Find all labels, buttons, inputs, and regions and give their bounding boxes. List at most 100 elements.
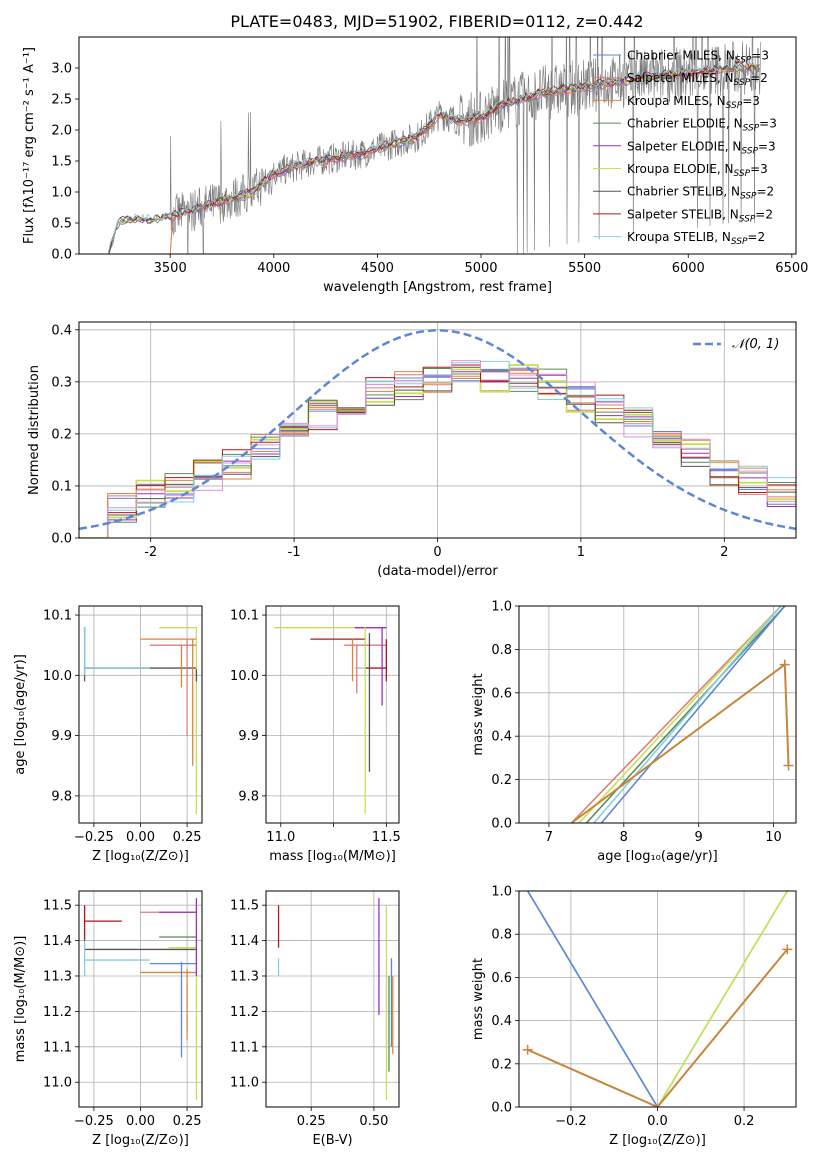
x-axis-label: Z [log₁₀(Z/Z⊙)] xyxy=(92,849,189,864)
y-tick-label: 0.0 xyxy=(491,1101,512,1116)
x-axis-label: age [log₁₀(age/yr)] xyxy=(597,849,718,864)
legend-entry-4: Salpeter ELODIE, NSSP=3 xyxy=(627,139,776,156)
massweight-vs-age-plot-area xyxy=(570,606,790,823)
x-tick-label: 6500 xyxy=(775,261,808,276)
x-tick-label: −0.25 xyxy=(74,830,114,845)
y-tick-label: 11.5 xyxy=(43,899,72,914)
x-tick-label: 2 xyxy=(720,545,728,560)
legend-entry-name: Salpeter MILES, N xyxy=(627,71,734,85)
y-axis-label: mass [log₁₀(M/M⊙)] xyxy=(13,936,28,1063)
x-tick-label: 6000 xyxy=(672,261,705,276)
x-tick-label: 5000 xyxy=(464,261,497,276)
x-tick-label: -2 xyxy=(144,545,157,560)
y-tick-label: 1.0 xyxy=(491,885,512,900)
y-tick-label: 10.0 xyxy=(43,669,72,684)
y-tick-label: 1.0 xyxy=(491,600,512,615)
y-tick-label: 9.9 xyxy=(238,729,259,744)
residual-hist-4 xyxy=(79,371,796,538)
y-tick-label: 0.2 xyxy=(491,773,512,788)
weight-marker xyxy=(783,760,794,771)
x-tick-label: 4000 xyxy=(257,261,290,276)
y-tick-label: 0.4 xyxy=(51,323,72,338)
weight-line-3 xyxy=(593,606,782,823)
residual-hist-9 xyxy=(79,360,796,538)
legend-entry-1: Salpeter MILES, NSSP=2 xyxy=(627,71,768,88)
x-tick-label: 8 xyxy=(620,830,628,845)
y-tick-label: 9.8 xyxy=(238,789,259,804)
legend-entry-subscript: SSP xyxy=(734,169,751,179)
legend-entry-name: Salpeter STELIB, N xyxy=(627,207,739,221)
y-axis-label: age [log₁₀(age/yr)] xyxy=(13,654,28,775)
y-tick-label: 0.0 xyxy=(51,248,72,263)
y-tick-label: 0.8 xyxy=(491,643,512,658)
legend-entry-2: Kroupa MILES, NSSP=3 xyxy=(627,94,760,111)
weight-line-4 xyxy=(600,606,786,823)
x-tick-label: 0.25 xyxy=(173,830,202,845)
axes-frame xyxy=(518,890,797,1108)
residual-hist-7 xyxy=(79,364,796,538)
axes-frame xyxy=(78,890,203,1108)
y-tick-label: 11.0 xyxy=(230,1076,259,1091)
x-tick-label: 5500 xyxy=(568,261,601,276)
figure-title: PLATE=0483, MJD=51902, FIBERID=0112, z=0… xyxy=(230,12,643,31)
y-tick-label: 10.1 xyxy=(230,609,259,624)
legend-entry-3: Chabrier ELODIE, NSSP=3 xyxy=(627,117,777,134)
y-tick-label: 11.5 xyxy=(230,899,259,914)
x-tick-label: 3500 xyxy=(154,261,187,276)
x-tick-label: 0.25 xyxy=(297,1114,326,1129)
model-line-7 xyxy=(108,61,760,254)
x-tick-label: 4500 xyxy=(361,261,394,276)
y-tick-label: 11.2 xyxy=(43,1005,72,1020)
y-tick-label: 10.0 xyxy=(230,669,259,684)
normal-curve-line xyxy=(79,329,796,531)
model-line-6 xyxy=(108,63,760,254)
y-tick-label: 2.5 xyxy=(51,93,72,108)
weight-line-3 xyxy=(527,948,789,1107)
axes-frame xyxy=(78,36,797,255)
legend-entry-suffix: =2 xyxy=(747,230,765,244)
y-tick-label: 2.0 xyxy=(51,124,72,139)
x-tick-label: 0.00 xyxy=(126,830,155,845)
legend-entry-subscript: SSP xyxy=(743,124,760,134)
axes-frame xyxy=(265,605,400,824)
y-axis-label: mass weight xyxy=(471,958,486,1040)
mass-vs-Z-panel: −0.25 0.00 0.25 11.0 11.1 11.2 11.3 11.4 11.5 Z [… xyxy=(13,890,203,1148)
model-line-2 xyxy=(169,64,760,254)
legend-entry-8: Kroupa STELIB, NSSP=2 xyxy=(627,230,765,247)
legend-entry-suffix: =2 xyxy=(757,185,775,199)
spectrum-plot-area xyxy=(107,37,762,254)
y-tick-label: 0.4 xyxy=(491,730,512,745)
residuals-panel: -2 -1 0 1 2 0.0 0.1 0.2 0.3 0.4 (data-model)/error… xyxy=(27,321,797,579)
legend-entry-suffix: =3 xyxy=(751,49,769,63)
legend-entry-subscript: SSP xyxy=(726,101,743,111)
legend-entry-suffix: =3 xyxy=(759,117,777,131)
legend-entry-suffix: =3 xyxy=(750,162,768,176)
y-tick-label: 11.3 xyxy=(43,969,72,984)
x-tick-label: −0.25 xyxy=(74,1114,114,1129)
y-tick-label: 11.1 xyxy=(43,1040,72,1055)
legend-entry-name: Chabrier MILES, N xyxy=(627,49,735,63)
y-tick-label: 1.0 xyxy=(51,186,72,201)
y-tick-label: 9.9 xyxy=(51,729,72,744)
legend-entry-suffix: =3 xyxy=(742,94,760,108)
age-vs-mass-panel: 11.0 11.5 9.8 9.9 10.0 10.1 mass [log₁₀(M/M⊙)] xyxy=(230,605,401,864)
y-tick-label: 0.2 xyxy=(51,427,72,442)
legend-entry-name: Kroupa MILES, N xyxy=(627,94,726,108)
y-tick-label: 9.8 xyxy=(51,789,72,804)
age-vs-mass-plot-area xyxy=(274,627,387,814)
model-line-5 xyxy=(108,63,760,254)
legend-entry-name: Chabrier ELODIE, N xyxy=(627,117,743,131)
y-tick-label: 0.8 xyxy=(491,928,512,943)
legend-entry-name: Salpeter ELODIE, N xyxy=(627,139,741,153)
legend-entry-subscript: SSP xyxy=(741,146,758,156)
massweight-vs-Z-plot-area xyxy=(527,891,789,1107)
x-axis-label: E(B-V) xyxy=(312,1133,352,1148)
legend-entry-suffix: =3 xyxy=(758,139,776,153)
x-tick-label: 0.50 xyxy=(359,1114,388,1129)
x-tick-label: 1 xyxy=(577,545,585,560)
y-tick-label: 0.4 xyxy=(491,1014,512,1029)
legend-entry-normal: 𝒩(0, 1) xyxy=(732,337,779,352)
y-tick-label: 11.0 xyxy=(43,1076,72,1091)
x-axis-label: (data-model)/error xyxy=(377,564,498,579)
